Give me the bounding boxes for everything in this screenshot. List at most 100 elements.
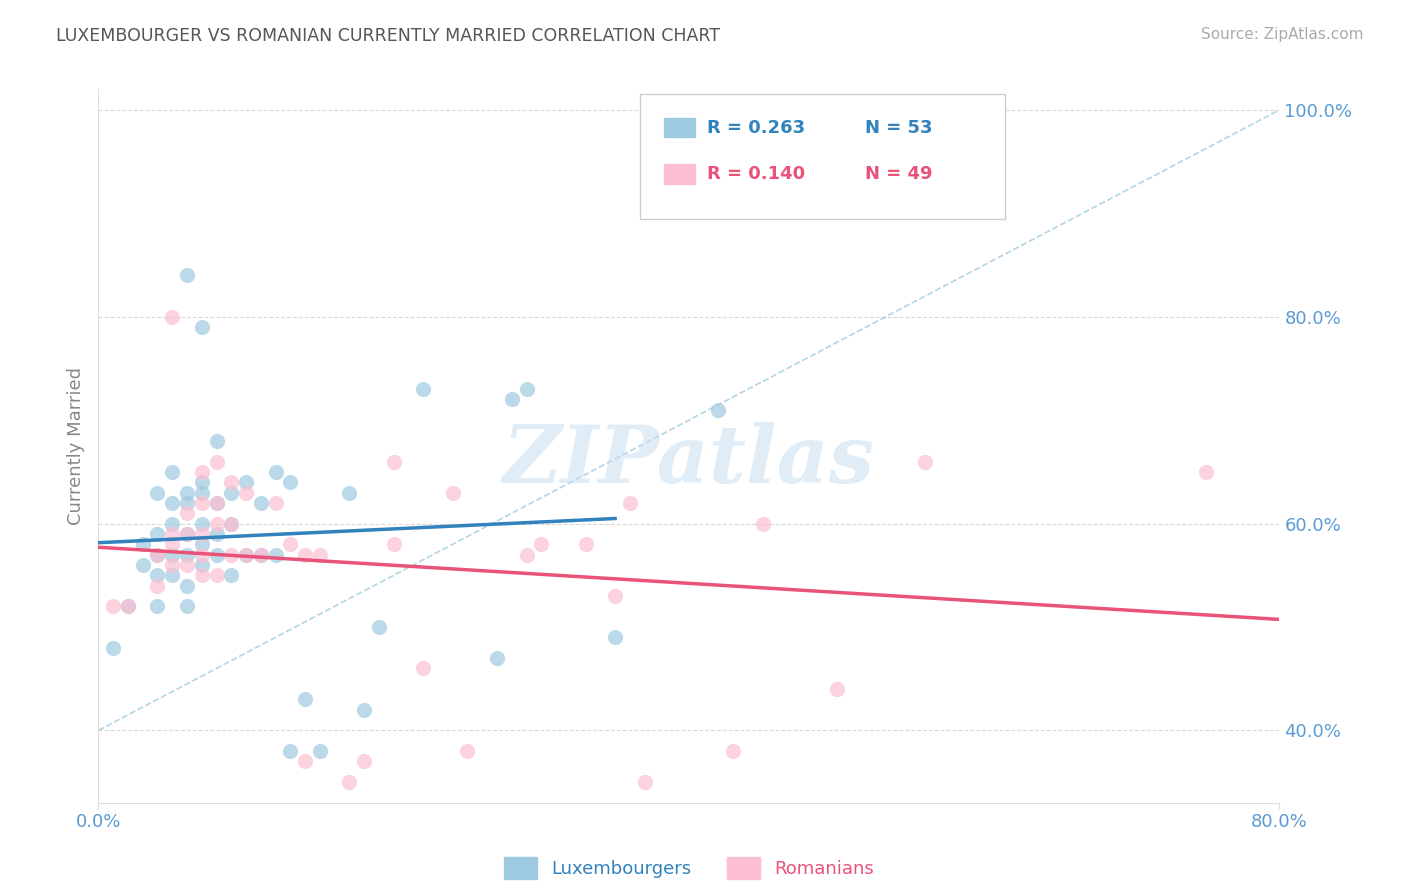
Point: [117, 599, 139, 614]
Point: [605, 630, 627, 644]
Point: [146, 548, 169, 562]
Point: [294, 692, 316, 706]
Point: [205, 496, 228, 510]
Point: [501, 392, 523, 407]
Text: R = 0.263: R = 0.263: [707, 119, 806, 136]
Point: [723, 744, 745, 758]
Point: [146, 568, 169, 582]
Legend: Luxembourgers, Romanians: Luxembourgers, Romanians: [496, 850, 882, 887]
Text: ZIPatlas: ZIPatlas: [503, 422, 875, 499]
Point: [825, 681, 848, 696]
Point: [162, 527, 183, 541]
Point: [619, 496, 641, 510]
Point: [250, 496, 273, 510]
Point: [191, 516, 214, 531]
Point: [1195, 465, 1218, 479]
Point: [176, 548, 198, 562]
Point: [162, 558, 183, 572]
Point: [176, 506, 198, 520]
Point: [205, 568, 228, 582]
Point: [176, 527, 198, 541]
Point: [205, 527, 228, 541]
Point: [146, 548, 169, 562]
Point: [191, 475, 214, 490]
Point: [117, 599, 139, 614]
Point: [412, 661, 434, 675]
Point: [162, 465, 183, 479]
Point: [176, 485, 198, 500]
Point: [751, 516, 773, 531]
Point: [309, 744, 332, 758]
Point: [250, 548, 273, 562]
Point: [191, 320, 214, 334]
Point: [264, 465, 287, 479]
Point: [235, 548, 257, 562]
Point: [294, 548, 316, 562]
Point: [264, 496, 287, 510]
Point: [191, 568, 214, 582]
Point: [278, 537, 302, 551]
Point: [176, 558, 198, 572]
Text: N = 49: N = 49: [865, 165, 932, 183]
Point: [235, 475, 257, 490]
Point: [191, 496, 214, 510]
Point: [515, 548, 537, 562]
Point: [176, 496, 198, 510]
Point: [176, 579, 198, 593]
Point: [219, 548, 242, 562]
Point: [191, 558, 214, 572]
Point: [605, 589, 627, 603]
Point: [412, 382, 434, 396]
Point: [146, 527, 169, 541]
Text: R = 0.140: R = 0.140: [707, 165, 806, 183]
Point: [219, 516, 242, 531]
Point: [353, 755, 375, 769]
Point: [219, 516, 242, 531]
Point: [382, 454, 405, 468]
Point: [205, 516, 228, 531]
Point: [162, 537, 183, 551]
Point: [278, 475, 302, 490]
Point: [103, 640, 125, 655]
Text: Source: ZipAtlas.com: Source: ZipAtlas.com: [1201, 27, 1364, 42]
Point: [294, 755, 316, 769]
Point: [530, 537, 553, 551]
Point: [146, 485, 169, 500]
Point: [219, 475, 242, 490]
Point: [309, 548, 332, 562]
Point: [382, 537, 405, 551]
Point: [146, 599, 169, 614]
Point: [191, 548, 214, 562]
Point: [176, 268, 198, 283]
Point: [368, 620, 391, 634]
Point: [205, 434, 228, 448]
Point: [486, 651, 509, 665]
Point: [633, 775, 655, 789]
Point: [162, 516, 183, 531]
Point: [235, 485, 257, 500]
Point: [103, 599, 125, 614]
Point: [132, 558, 155, 572]
Point: [191, 537, 214, 551]
Text: N = 53: N = 53: [865, 119, 932, 136]
Point: [176, 599, 198, 614]
Point: [914, 454, 936, 468]
Point: [162, 568, 183, 582]
Point: [441, 485, 464, 500]
Point: [205, 548, 228, 562]
Point: [176, 527, 198, 541]
Text: LUXEMBOURGER VS ROMANIAN CURRENTLY MARRIED CORRELATION CHART: LUXEMBOURGER VS ROMANIAN CURRENTLY MARRI…: [56, 27, 720, 45]
Point: [146, 579, 169, 593]
Point: [162, 310, 183, 324]
Y-axis label: Currently Married: Currently Married: [66, 367, 84, 525]
Point: [191, 465, 214, 479]
Point: [219, 485, 242, 500]
Point: [707, 402, 730, 417]
Point: [162, 548, 183, 562]
Point: [219, 568, 242, 582]
Point: [191, 485, 214, 500]
Point: [353, 703, 375, 717]
Point: [339, 775, 360, 789]
Point: [456, 744, 478, 758]
Point: [574, 537, 596, 551]
